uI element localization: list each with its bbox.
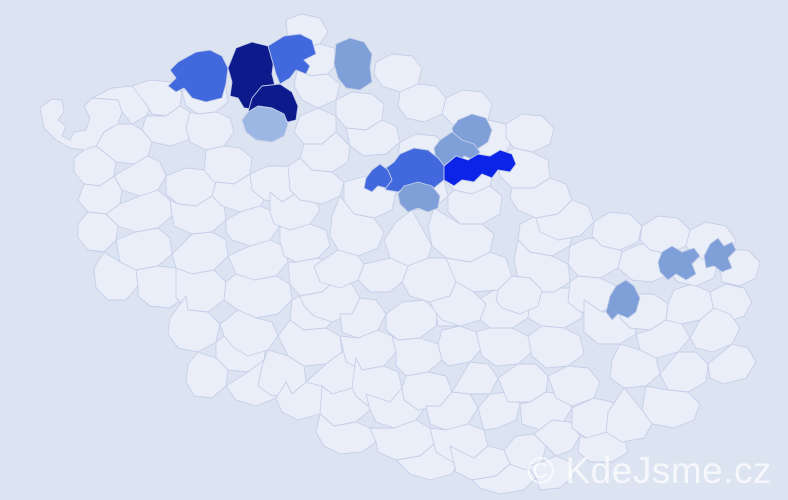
district[interactable] — [172, 232, 228, 274]
district[interactable] — [316, 414, 376, 454]
district-teplice[interactable] — [168, 50, 228, 102]
district[interactable] — [578, 432, 628, 462]
district-louny[interactable] — [242, 106, 288, 142]
district[interactable] — [386, 300, 438, 340]
district[interactable] — [498, 364, 548, 402]
district[interactable] — [220, 310, 278, 356]
district-zlin[interactable] — [704, 238, 736, 272]
district-ceska-lipa[interactable] — [334, 38, 372, 90]
district[interactable] — [224, 274, 292, 318]
district-rychnov[interactable] — [444, 150, 516, 186]
district-prerov[interactable] — [658, 246, 700, 280]
district[interactable] — [392, 336, 442, 376]
district[interactable] — [136, 266, 188, 308]
district[interactable] — [506, 114, 554, 152]
base-district-layer — [40, 14, 760, 494]
district-pardubice[interactable] — [398, 182, 440, 212]
district[interactable] — [330, 196, 384, 256]
district[interactable] — [452, 362, 498, 394]
district[interactable] — [708, 344, 756, 384]
district-nymburk[interactable] — [364, 164, 392, 192]
district[interactable] — [384, 210, 432, 266]
district[interactable] — [476, 328, 532, 366]
district[interactable] — [186, 352, 228, 398]
district[interactable] — [606, 388, 652, 442]
district[interactable] — [548, 366, 600, 406]
highlight-layer — [168, 34, 736, 320]
district[interactable] — [504, 434, 546, 470]
district[interactable] — [186, 112, 234, 150]
district[interactable] — [280, 224, 330, 262]
district[interactable] — [92, 86, 152, 124]
district[interactable] — [94, 252, 138, 300]
district-vyskov[interactable] — [606, 280, 640, 320]
district[interactable] — [592, 212, 642, 250]
district[interactable] — [528, 326, 584, 368]
district[interactable] — [528, 456, 574, 490]
district[interactable] — [358, 258, 408, 292]
district[interactable] — [226, 206, 280, 246]
district[interactable] — [398, 84, 446, 122]
district[interactable] — [314, 250, 364, 288]
district[interactable] — [496, 276, 542, 314]
district[interactable] — [430, 282, 486, 326]
district[interactable] — [438, 326, 482, 366]
district[interactable] — [660, 352, 708, 392]
district[interactable] — [448, 186, 502, 224]
district[interactable] — [690, 308, 740, 352]
district[interactable] — [534, 420, 580, 456]
district[interactable] — [288, 158, 344, 204]
district-decin[interactable] — [268, 34, 316, 84]
district[interactable] — [168, 296, 220, 352]
